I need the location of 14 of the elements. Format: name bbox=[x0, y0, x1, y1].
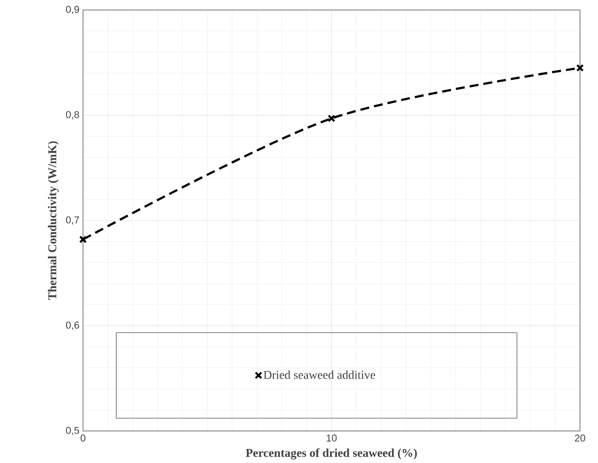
y-tick-label: 0,5 bbox=[66, 426, 80, 436]
y-tick-label: 0,7 bbox=[66, 216, 79, 225]
point bbox=[328, 114, 336, 122]
y-tick-label: 0,8 bbox=[66, 111, 80, 120]
x-tick-label: 10 bbox=[326, 434, 337, 442]
y-tick-label: 0,6 bbox=[66, 322, 80, 330]
x-axis-title: Percentages of dried seaweed (%) bbox=[246, 448, 417, 460]
y-axis-title: Thermal Conductivity (W/mK) bbox=[48, 141, 59, 300]
x-tick-label: 20 bbox=[574, 434, 586, 442]
point bbox=[79, 236, 87, 244]
y-tick-label: 0,9 bbox=[66, 6, 80, 14]
point bbox=[576, 64, 584, 72]
x-tick-label: 0 bbox=[80, 434, 86, 442]
legend-label: Dried seaweed additive bbox=[264, 370, 376, 380]
